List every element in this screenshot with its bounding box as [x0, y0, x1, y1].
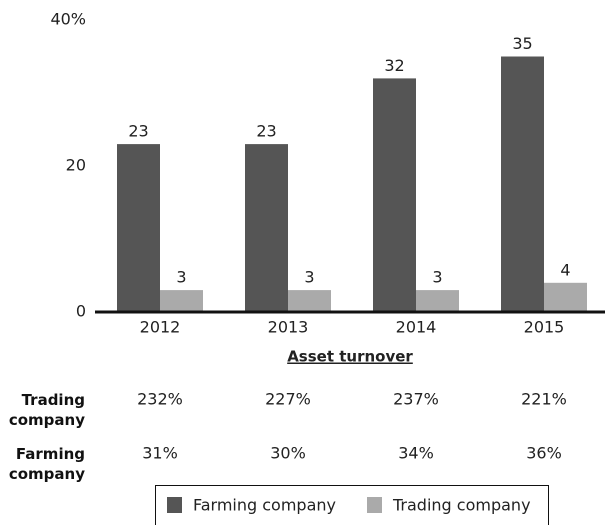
bar	[501, 56, 544, 312]
row-label: Trading company	[8, 391, 85, 429]
table-title: Asset turnover	[287, 348, 413, 366]
bar	[544, 282, 587, 312]
legend-box	[155, 485, 549, 525]
bar	[288, 290, 331, 312]
bar	[245, 144, 288, 312]
value-label: 3	[176, 268, 186, 287]
legend-swatch	[167, 497, 182, 513]
table-cell: 237%	[393, 390, 439, 409]
table-cell: 30%	[270, 444, 306, 463]
x-tick-label: 2012	[140, 318, 181, 337]
value-label: 23	[128, 122, 148, 141]
legend-label: Farming company	[193, 496, 336, 515]
bar	[160, 290, 203, 312]
value-label: 35	[512, 34, 532, 53]
value-label: 23	[256, 122, 276, 141]
y-tick-label: 0	[76, 302, 86, 321]
x-tick-label: 2014	[396, 318, 437, 337]
table-cell: 221%	[521, 390, 567, 409]
value-label: 3	[304, 268, 314, 287]
value-label: 3	[432, 268, 442, 287]
bar	[373, 78, 416, 313]
row-label: Farming company	[8, 445, 85, 483]
table-cell: 31%	[142, 444, 178, 463]
bar	[416, 290, 459, 312]
table-cell: 232%	[137, 390, 183, 409]
value-label: 32	[384, 56, 404, 75]
x-tick-label: 2013	[268, 318, 309, 337]
x-tick-label: 2015	[524, 318, 565, 337]
table-cell: 36%	[526, 444, 562, 463]
y-tick-label: 20	[66, 156, 86, 175]
table-cell: 34%	[398, 444, 434, 463]
legend-swatch	[367, 497, 382, 513]
table-cell: 227%	[265, 390, 311, 409]
bar	[117, 144, 160, 312]
y-tick-label: 40%	[50, 10, 86, 29]
legend-label: Trading company	[392, 496, 531, 515]
value-label: 4	[560, 260, 570, 279]
